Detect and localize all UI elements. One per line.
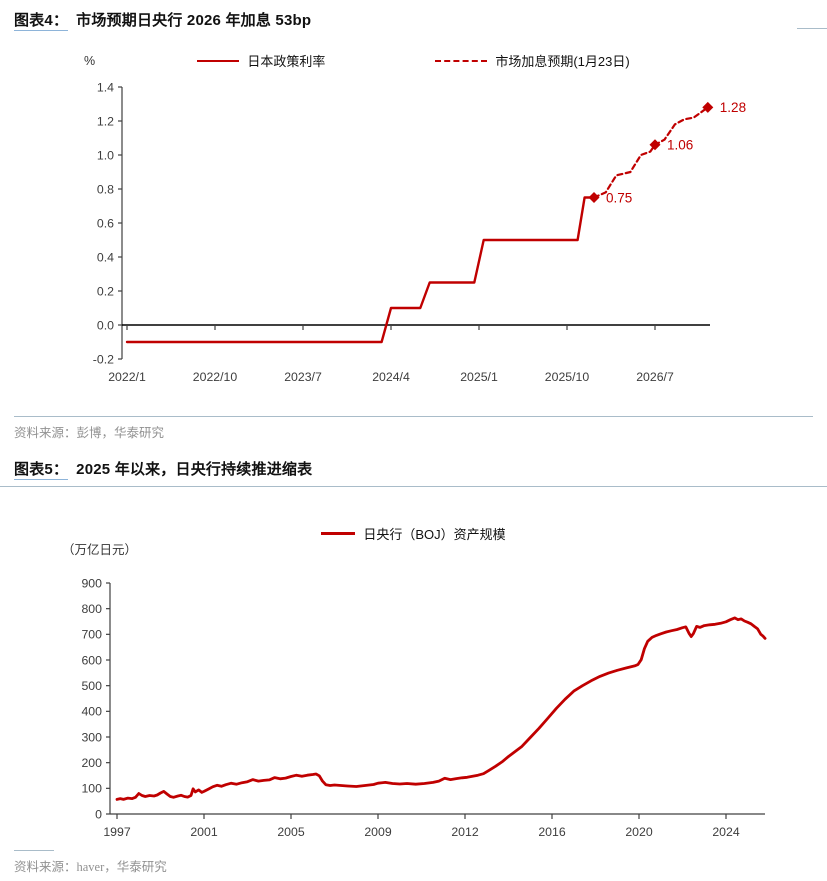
svg-text:1.2: 1.2 [97, 114, 114, 128]
diamond-marker [649, 139, 661, 151]
svg-text:0.2: 0.2 [97, 284, 114, 298]
svg-text:0.75: 0.75 [606, 190, 632, 205]
svg-text:300: 300 [81, 730, 102, 744]
svg-text:2001: 2001 [190, 825, 218, 839]
legend-label-boj-assets: 日央行（BOJ）资产规模 [363, 527, 506, 542]
fig5-title-text: 2025 年以来，日央行持续推进缩表 [76, 461, 313, 478]
fig4-source: 资料来源：彭博，华泰研究 [14, 426, 165, 440]
legend-label-hike-expectation: 市场加息预期(1月23日) [495, 54, 630, 69]
svg-text:500: 500 [81, 679, 102, 693]
svg-text:900: 900 [81, 576, 102, 590]
diamond-marker [702, 101, 714, 113]
fig5-chart-series-0 [115, 616, 767, 801]
boj-line-sample [321, 532, 356, 535]
legend-item-boj-assets: 日央行（BOJ）资产规模 [321, 524, 506, 543]
fig4-title-text: 市场预期日央行 2026 年加息 53bp [76, 12, 312, 29]
svg-text:2005: 2005 [277, 825, 305, 839]
svg-text:2025/1: 2025/1 [460, 370, 498, 384]
header-right-rule [797, 28, 827, 29]
fig5-unit-label: （万亿日元） [62, 543, 138, 557]
svg-text:1.4: 1.4 [97, 80, 114, 94]
legend-item-hike-expectation: 市场加息预期(1月23日) [435, 51, 630, 70]
fig4-chart-series-1 [592, 106, 709, 199]
legend-item-policy-rate: 日本政策利率 [197, 51, 325, 70]
svg-text:100: 100 [81, 782, 102, 796]
svg-text:0.4: 0.4 [97, 250, 114, 264]
fig5-label-link[interactable]: 图表5： [14, 461, 69, 480]
svg-text:1997: 1997 [103, 825, 131, 839]
fig4-title: 图表4： 市场预期日央行 2026 年加息 53bp [14, 9, 312, 31]
fig5-title-rule [0, 486, 827, 487]
diamond-marker [588, 192, 600, 203]
svg-text:1.28: 1.28 [720, 100, 746, 115]
svg-text:1.06: 1.06 [667, 138, 693, 153]
svg-text:-0.2: -0.2 [93, 352, 114, 366]
fig5-legend: 日央行（BOJ）资产规模 [0, 524, 827, 543]
fig4-unit-label: % [84, 54, 96, 68]
fig4-legend: 日本政策利率 市场加息预期(1月23日) [0, 51, 827, 70]
svg-text:700: 700 [81, 628, 102, 642]
fig4-label-link[interactable]: 图表4： [14, 12, 69, 31]
fig5-bottom-rule [14, 850, 54, 851]
svg-text:800: 800 [81, 602, 102, 616]
svg-text:2023/7: 2023/7 [284, 370, 322, 384]
svg-text:2016: 2016 [538, 825, 566, 839]
fig5-source: 资料来源：haver，华泰研究 [14, 860, 167, 874]
svg-text:2012: 2012 [451, 825, 479, 839]
svg-text:2024/4: 2024/4 [372, 370, 410, 384]
svg-text:400: 400 [81, 705, 102, 719]
fig4-chart-series-0 [125, 196, 596, 344]
svg-text:2025/10: 2025/10 [545, 370, 590, 384]
svg-text:2024: 2024 [712, 825, 740, 839]
svg-text:2026/7: 2026/7 [636, 370, 674, 384]
svg-text:1.0: 1.0 [97, 148, 114, 162]
fig4-bottom-rule [14, 416, 813, 417]
dashed-line-sample [435, 59, 488, 62]
svg-text:0.6: 0.6 [97, 216, 114, 230]
svg-text:2022/10: 2022/10 [193, 370, 238, 384]
svg-text:0: 0 [95, 807, 102, 821]
svg-text:0.8: 0.8 [97, 182, 114, 196]
svg-text:200: 200 [81, 756, 102, 770]
svg-text:2022/1: 2022/1 [108, 370, 146, 384]
fig4-chart: 1.4 1.2 1.0 0.8 0.6 0.4 0.2 0.0 -0.2 2022/1 2022/1… [93, 80, 746, 384]
fig5-title: 图表5： 2025 年以来，日央行持续推进缩表 [14, 458, 313, 480]
legend-label-policy-rate: 日本政策利率 [247, 54, 326, 69]
svg-text:2020: 2020 [625, 825, 653, 839]
svg-text:0.0: 0.0 [97, 318, 114, 332]
svg-text:2009: 2009 [364, 825, 392, 839]
solid-line-sample [197, 59, 240, 62]
svg-text:600: 600 [81, 653, 102, 667]
